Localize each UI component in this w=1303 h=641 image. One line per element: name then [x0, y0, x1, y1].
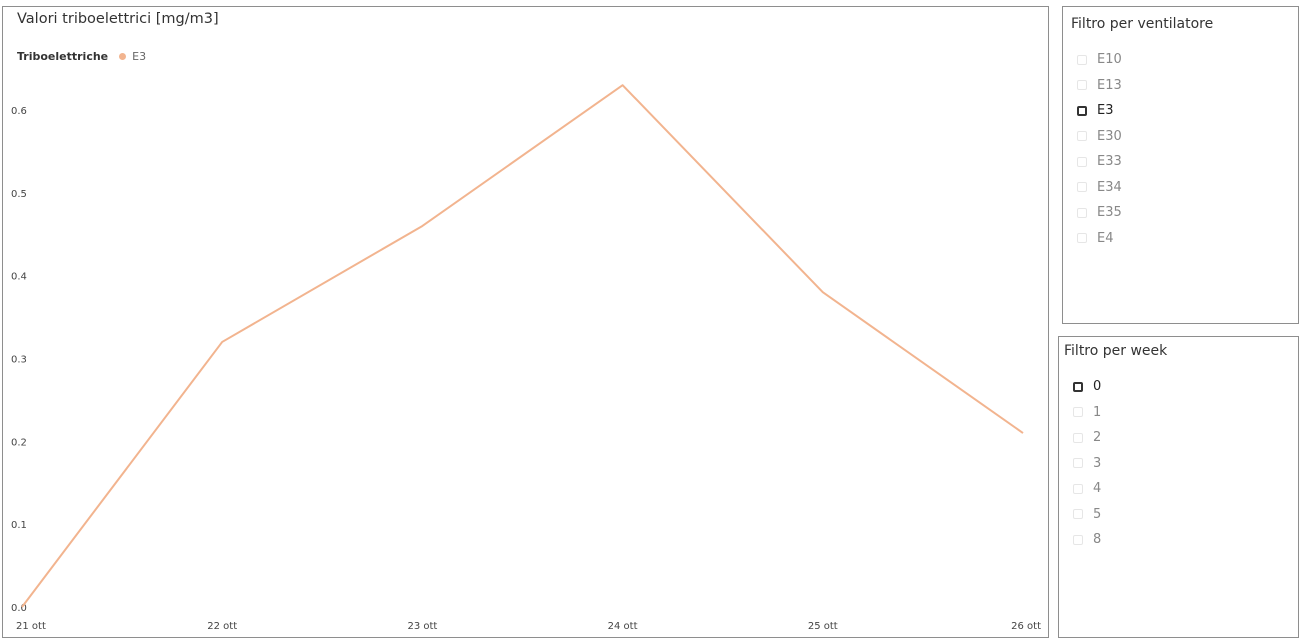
week-filter-slicer: Filtro per week 0 1 2 3 4 5 8 — [1058, 336, 1299, 638]
week-slicer-item[interactable]: 5 — [1073, 502, 1101, 528]
week-slicer-item-label: 3 — [1093, 455, 1102, 471]
fan-slicer-item[interactable]: E30 — [1077, 124, 1122, 150]
week-slicer-item-label: 2 — [1093, 430, 1102, 446]
checkbox-icon[interactable] — [1077, 54, 1087, 65]
fan-slicer-item-label: E35 — [1097, 205, 1122, 221]
week-slicer-item[interactable]: 4 — [1073, 476, 1101, 502]
data-point[interactable] — [218, 338, 226, 346]
chart-panel: Valori triboelettrici [mg/m3] Triboelett… — [2, 6, 1049, 638]
week-slicer-item[interactable]: 8 — [1073, 527, 1101, 553]
y-tick-label: 0.6 — [11, 106, 27, 117]
checkbox-icon[interactable] — [1077, 80, 1087, 91]
fan-slicer-item-label: E30 — [1097, 128, 1122, 144]
y-tick-label: 0.4 — [11, 272, 27, 283]
fan-slicer-item[interactable]: E3 — [1077, 98, 1122, 124]
fan-filter-slicer: Filtro per ventilatore E10 E13 E3 E30 E33 E34… — [1062, 6, 1299, 324]
checkbox-icon[interactable] — [1077, 182, 1087, 193]
fan-slicer-item[interactable]: E34 — [1077, 175, 1122, 201]
fan-slicer-item[interactable]: E10 — [1077, 47, 1122, 73]
week-slicer-item[interactable]: 0 — [1073, 374, 1101, 400]
x-tick-label: 22 ott — [207, 621, 237, 632]
y-tick-label: 0.0 — [11, 603, 27, 614]
week-slicer-item[interactable]: 1 — [1073, 400, 1101, 426]
y-tick-label: 0.5 — [11, 189, 27, 200]
week-slicer-item-label: 5 — [1093, 506, 1102, 522]
data-point[interactable] — [1019, 429, 1027, 437]
checkbox-icon[interactable] — [1073, 483, 1083, 494]
fan-slicer-item[interactable]: E33 — [1077, 149, 1122, 175]
week-slicer-title: Filtro per week — [1064, 343, 1168, 359]
checkbox-icon[interactable] — [1077, 156, 1087, 167]
checkbox-icon[interactable] — [1073, 432, 1083, 443]
y-tick-label: 0.2 — [11, 437, 27, 448]
y-tick-label: 0.3 — [11, 355, 27, 366]
fan-slicer-item-label: E33 — [1097, 154, 1122, 170]
week-slicer-item-label: 1 — [1093, 404, 1102, 420]
legend-label: Triboelettriche — [17, 50, 109, 63]
legend-dot-icon — [118, 53, 126, 60]
checkbox-icon[interactable] — [1077, 233, 1087, 244]
chart-title: Valori triboelettrici [mg/m3] — [17, 11, 219, 27]
x-tick-label: 21 ott — [16, 621, 46, 632]
y-tick-label: 0.1 — [11, 520, 27, 531]
week-slicer-item-label: 4 — [1093, 481, 1102, 497]
fan-slicer-item[interactable]: E35 — [1077, 200, 1122, 226]
fan-slicer-title: Filtro per ventilatore — [1071, 16, 1214, 32]
week-slicer-item-label: 8 — [1093, 532, 1102, 548]
x-tick-label: 25 ott — [808, 621, 838, 632]
fan-slicer-item-label: E13 — [1097, 77, 1122, 93]
checkbox-icon[interactable] — [1077, 131, 1087, 142]
data-point[interactable] — [418, 222, 426, 230]
x-tick-label: 23 ott — [407, 621, 437, 632]
legend-series-name[interactable]: E3 — [132, 50, 147, 63]
week-slicer-item[interactable]: 2 — [1073, 425, 1101, 451]
chart-legend: Triboelettriche E3 — [17, 50, 146, 63]
checkbox-icon[interactable] — [1077, 105, 1087, 116]
fan-slicer-item-label: E4 — [1097, 230, 1114, 246]
fan-slicer-item-label: E3 — [1097, 103, 1114, 119]
checkbox-icon[interactable] — [1073, 509, 1083, 520]
week-slicer-item-label: 0 — [1093, 379, 1102, 395]
week-slicer-item[interactable]: 3 — [1073, 451, 1101, 477]
x-tick-label: 26 ott — [1011, 621, 1041, 632]
fan-slicer-item-label: E34 — [1097, 179, 1122, 195]
week-slicer-list: 0 1 2 3 4 5 8 — [1073, 374, 1101, 553]
checkbox-icon[interactable] — [1073, 407, 1083, 418]
checkbox-icon[interactable] — [1073, 534, 1083, 545]
x-tick-label: 24 ott — [608, 621, 638, 632]
fan-slicer-item[interactable]: E4 — [1077, 226, 1122, 252]
data-point[interactable] — [619, 81, 627, 89]
checkbox-icon[interactable] — [1073, 458, 1083, 469]
checkbox-icon[interactable] — [1077, 207, 1087, 218]
checkbox-icon[interactable] — [1073, 381, 1083, 392]
fan-slicer-item[interactable]: E13 — [1077, 73, 1122, 99]
fan-slicer-item-label: E10 — [1097, 52, 1122, 68]
data-point[interactable] — [18, 603, 26, 611]
fan-slicer-list: E10 E13 E3 E30 E33 E34 E35 E4 — [1077, 47, 1122, 251]
data-point[interactable] — [819, 288, 827, 296]
series-line-E3[interactable] — [21, 84, 1024, 608]
line-chart: 0.0 0.1 0.2 0.3 0.4 0.5 0.6 21 ott 22 ott 23 ott 2… — [11, 81, 1041, 632]
